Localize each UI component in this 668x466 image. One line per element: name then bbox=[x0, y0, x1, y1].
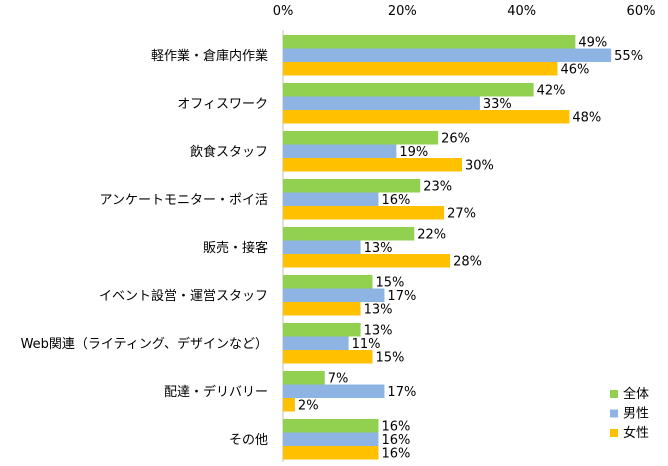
data-label: 16% bbox=[381, 433, 410, 448]
category-labels: 軽作業・倉庫内作業オフィスワーク飲食スタッフアンケートモニター・ポイ活販売・接客… bbox=[21, 48, 268, 448]
data-label: 16% bbox=[381, 419, 410, 434]
category-label: Web関連（ライティング、デザインなど） bbox=[21, 336, 268, 352]
category-label: その他 bbox=[229, 433, 268, 448]
x-tick-label: 20% bbox=[388, 4, 417, 19]
legend-swatch bbox=[610, 409, 618, 418]
data-label: 13% bbox=[364, 302, 393, 317]
data-label: 7% bbox=[328, 371, 349, 386]
category-label: 飲食スタッフ bbox=[190, 144, 268, 160]
bar bbox=[283, 371, 325, 385]
data-label: 15% bbox=[376, 350, 405, 365]
data-labels: 49% 55% 46% 42% 33% 48% 26% 19% 30% 23% 16% 27%22% 1… bbox=[298, 35, 643, 461]
bar bbox=[283, 158, 462, 172]
data-label: 17% bbox=[387, 385, 416, 400]
x-axis-ticks: 0% 20% 40% 60% bbox=[273, 4, 656, 19]
legend-label: 男性 bbox=[623, 407, 649, 422]
legend-swatch bbox=[610, 390, 618, 398]
bar bbox=[283, 419, 379, 433]
data-label: 28% bbox=[453, 254, 482, 269]
bar bbox=[283, 179, 421, 193]
bar bbox=[283, 323, 361, 337]
bar bbox=[283, 35, 576, 49]
bar bbox=[283, 131, 439, 145]
bar bbox=[283, 96, 480, 110]
category-label: 軽作業・倉庫内作業 bbox=[151, 48, 268, 64]
data-label: 27% bbox=[447, 206, 476, 221]
category-label: イベント設営・運営スタッフ bbox=[99, 288, 268, 304]
category-label: オフィスワーク bbox=[177, 97, 268, 112]
data-label: 55% bbox=[614, 49, 643, 64]
data-label: 2% bbox=[298, 398, 319, 413]
bar bbox=[283, 144, 397, 158]
bar bbox=[283, 275, 373, 289]
bar bbox=[283, 302, 361, 316]
data-label: 33% bbox=[483, 97, 512, 112]
data-label: 17% bbox=[387, 289, 416, 304]
bar bbox=[283, 192, 379, 206]
data-label: 11% bbox=[352, 337, 381, 352]
data-label: 26% bbox=[441, 131, 470, 146]
category-label: アンケートモニター・ポイ活 bbox=[100, 193, 268, 208]
data-label: 42% bbox=[537, 83, 566, 98]
bars bbox=[283, 35, 612, 460]
data-label: 13% bbox=[364, 323, 393, 338]
data-label: 23% bbox=[423, 179, 452, 194]
data-label: 48% bbox=[572, 110, 601, 125]
bar bbox=[283, 254, 451, 268]
x-tick-label: 0% bbox=[273, 4, 294, 19]
data-label: 22% bbox=[417, 227, 446, 242]
legend-swatch bbox=[610, 429, 618, 437]
data-label: 30% bbox=[465, 158, 494, 173]
bar bbox=[283, 62, 558, 76]
category-label: 配達・デリバリー bbox=[164, 384, 268, 400]
data-label: 16% bbox=[381, 193, 410, 208]
legend-label: 女性 bbox=[623, 425, 649, 441]
legend-label: 全体 bbox=[623, 386, 649, 402]
bar bbox=[283, 206, 445, 220]
x-tick-label: 60% bbox=[627, 4, 656, 19]
data-label: 19% bbox=[399, 145, 428, 160]
bar bbox=[283, 398, 295, 412]
bar bbox=[283, 384, 385, 398]
x-tick-label: 40% bbox=[507, 4, 536, 19]
bar bbox=[283, 288, 385, 302]
data-label: 15% bbox=[376, 275, 405, 290]
bar bbox=[283, 336, 349, 350]
bar bbox=[283, 110, 570, 124]
bar bbox=[283, 227, 415, 241]
data-label: 46% bbox=[560, 62, 589, 77]
bar bbox=[283, 48, 612, 62]
bar bbox=[283, 432, 379, 446]
bar bbox=[283, 446, 379, 460]
bar bbox=[283, 350, 373, 364]
bar bbox=[283, 240, 361, 254]
bar bbox=[283, 83, 534, 97]
category-label: 販売・接客 bbox=[203, 240, 268, 256]
data-label: 49% bbox=[578, 35, 607, 50]
data-label: 16% bbox=[381, 446, 410, 461]
data-label: 13% bbox=[364, 241, 393, 256]
